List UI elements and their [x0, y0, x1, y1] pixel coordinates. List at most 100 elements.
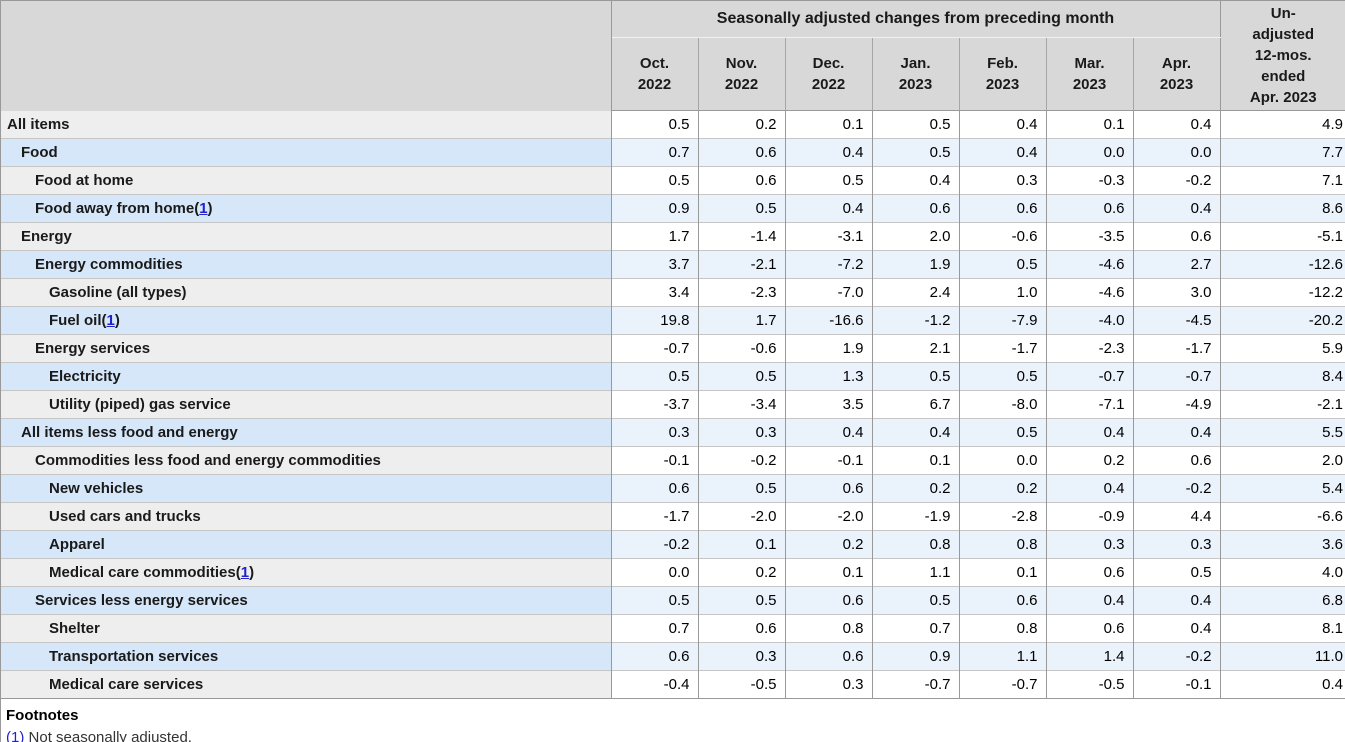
data-cell: 0.1 [697, 530, 785, 559]
data-cell: 5.5 [1219, 418, 1345, 447]
row-label: Medical care commodities(1) [1, 558, 612, 587]
data-cell: 8.1 [1219, 614, 1345, 643]
data-cell: 0.4 [871, 166, 959, 195]
footnote-ref-link[interactable]: 1 [106, 312, 115, 329]
data-cell: -4.6 [1045, 250, 1133, 279]
data-cell: 1.9 [871, 250, 959, 279]
data-cell: -0.9 [1045, 502, 1133, 531]
data-cell: 11.0 [1219, 642, 1345, 671]
data-cell: -4.6 [1045, 278, 1133, 307]
data-cell: 0.5 [871, 110, 959, 139]
data-cell: 0.5 [958, 362, 1046, 391]
data-cell: 0.5 [871, 586, 959, 615]
data-cell: 0.3 [697, 418, 785, 447]
row-label: Used cars and trucks [1, 502, 612, 531]
data-cell: 0.8 [958, 530, 1046, 559]
table-row: Food 0.7 0.6 0.4 0.5 0.4 0.0 0.0 7.7 [1, 138, 1345, 167]
data-cell: 0.3 [610, 418, 698, 447]
data-cell: -1.7 [958, 334, 1046, 363]
corner-cell [1, 0, 612, 111]
data-cell: 0.1 [1045, 110, 1133, 139]
data-cell: -1.7 [1132, 334, 1220, 363]
row-label: Energy commodities [1, 250, 612, 279]
footnotes-heading: Footnotes [6, 707, 79, 724]
data-cell: -7.9 [958, 306, 1046, 335]
data-cell: 0.2 [1045, 446, 1133, 475]
table-row: Fuel oil(1) 19.8 1.7 -16.6 -1.2 -7.9 -4.0 -4.5-… [1, 306, 1345, 335]
data-cell: 0.4 [1045, 418, 1133, 447]
data-cell: -2.0 [784, 502, 872, 531]
data-cell: 0.3 [1045, 530, 1133, 559]
data-cell: 0.3 [784, 670, 872, 699]
row-label: Gasoline (all types) [1, 278, 612, 307]
data-cell: 0.7 [610, 614, 698, 643]
row-label: Commodities less food and energy commodi… [1, 446, 612, 475]
footnote-ref-link[interactable]: 1 [240, 564, 250, 581]
data-cell: 0.5 [610, 362, 698, 391]
row-label: Energy [1, 222, 612, 251]
row-label: Shelter [1, 614, 612, 643]
data-cell: -2.3 [697, 278, 785, 307]
data-cell: 0.0 [610, 558, 698, 587]
data-cell: 0.4 [784, 138, 872, 167]
row-label: Food at home [1, 166, 612, 195]
data-cell: 0.4 [1132, 418, 1220, 447]
data-cell: 0.6 [610, 474, 698, 503]
data-cell: 0.5 [610, 110, 698, 139]
data-cell: -12.6 [1219, 250, 1345, 279]
data-cell: 0.7 [610, 138, 698, 167]
footnote-1-text: Not seasonally adjusted. [28, 729, 192, 742]
data-cell: 8.6 [1219, 194, 1345, 223]
column-header-nov-2022: Nov. 2022 [697, 37, 785, 111]
data-cell: 1.3 [784, 362, 872, 391]
row-label: All items [1, 110, 612, 139]
data-cell: 3.7 [610, 250, 698, 279]
data-cell: 0.1 [784, 110, 872, 139]
data-cell: 0.5 [697, 474, 785, 503]
footnote-1-link[interactable]: (1) [6, 729, 25, 742]
data-cell: -0.2 [1132, 474, 1220, 503]
data-cell: -4.0 [1045, 306, 1133, 335]
data-cell: 0.6 [610, 642, 698, 671]
data-cell: 0.6 [1045, 614, 1133, 643]
data-cell: 0.3 [697, 642, 785, 671]
data-cell: 0.5 [610, 166, 698, 195]
data-cell: 0.9 [610, 194, 698, 223]
title-header-row: Seasonally adjusted changes from precedi… [1, 0, 1345, 111]
data-cell: -12.2 [1219, 278, 1345, 307]
data-cell: 0.4 [1045, 586, 1133, 615]
data-cell: 0.4 [784, 194, 872, 223]
group-header: Seasonally adjusted changes from precedi… [611, 0, 1220, 38]
row-label: Food away from home(1) [1, 194, 612, 223]
data-cell: -2.0 [697, 502, 785, 531]
footnote-ref-link[interactable]: 1 [199, 200, 208, 217]
data-cell: -0.2 [1132, 166, 1220, 195]
data-cell: 0.8 [958, 614, 1046, 643]
data-cell: -0.2 [697, 446, 785, 475]
data-cell: -0.6 [958, 222, 1046, 251]
column-header-oct-2022: Oct. 2022 [610, 37, 698, 111]
data-cell: 2.0 [1219, 446, 1345, 475]
table-row: Food away from home(1) 0.9 0.5 0.4 0.6 0.6 0.6… [1, 194, 1345, 223]
data-cell: 0.1 [958, 558, 1046, 587]
data-cell: 0.2 [871, 474, 959, 503]
data-cell: -4.9 [1132, 390, 1220, 419]
data-cell: 1.1 [871, 558, 959, 587]
data-cell: 5.4 [1219, 474, 1345, 503]
data-cell: -0.7 [1132, 362, 1220, 391]
data-cell: -1.7 [610, 502, 698, 531]
data-cell: -7.2 [784, 250, 872, 279]
data-cell: 0.6 [1045, 558, 1133, 587]
data-cell: 0.4 [871, 418, 959, 447]
table-row: Gasoline (all types) 3.4 -2.3 -7.0 2.4 1.0 -4.… [1, 278, 1345, 307]
data-cell: -0.5 [697, 670, 785, 699]
table-row: Energy commodities 3.7 -2.1 -7.2 1.9 0.5 -4.6 2… [1, 250, 1345, 279]
data-cell: 0.8 [784, 614, 872, 643]
data-cell: 0.2 [697, 558, 785, 587]
data-cell: 0.5 [871, 362, 959, 391]
data-cell: -3.1 [784, 222, 872, 251]
data-cell: 0.4 [1132, 110, 1220, 139]
data-cell: 0.3 [1132, 530, 1220, 559]
data-cell: -2.3 [1045, 334, 1133, 363]
row-label: Medical care services [1, 670, 612, 699]
